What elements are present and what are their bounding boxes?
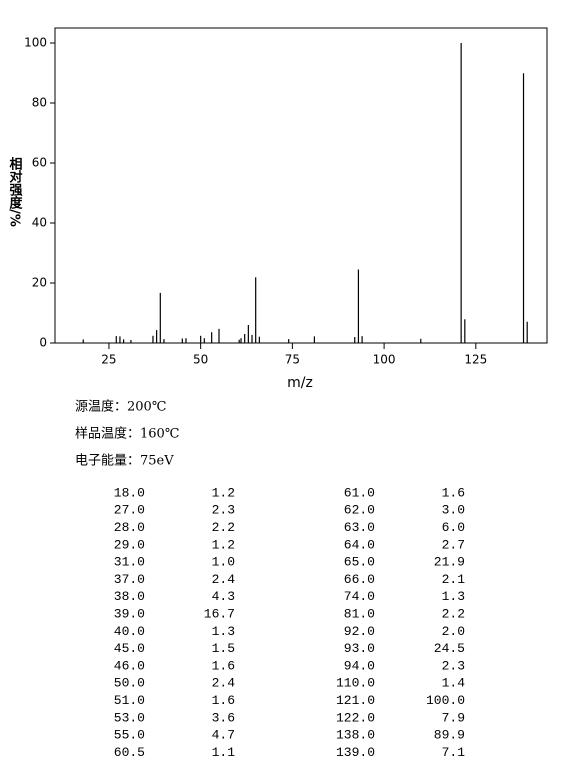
table-cell: 4.3 — [212, 589, 235, 604]
x-tick-label: 75 — [285, 353, 300, 367]
table-cell: 89.9 — [434, 728, 465, 743]
table-cell: 1.1 — [212, 745, 236, 760]
table-cell: 2.2 — [212, 520, 235, 535]
info-line: 样品温度：160℃ — [75, 426, 179, 442]
table-cell: 1.4 — [442, 676, 466, 691]
y-tick-label: 40 — [32, 216, 47, 230]
x-axis-label: m/z — [287, 375, 313, 391]
x-tick-label: 50 — [193, 353, 208, 367]
table-cell: 63.0 — [344, 520, 375, 535]
table-cell: 65.0 — [344, 555, 375, 570]
table-cell: 92.0 — [344, 624, 375, 639]
table-cell: 1.6 — [212, 658, 235, 673]
table-cell: 4.7 — [212, 728, 235, 743]
table-cell: 138.0 — [336, 728, 375, 743]
table-cell: 16.7 — [204, 607, 235, 622]
table-cell: 2.1 — [442, 572, 466, 587]
table-cell: 3.6 — [212, 710, 235, 725]
table-cell: 1.6 — [212, 693, 235, 708]
table-cell: 1.0 — [212, 555, 235, 570]
y-tick-label: 60 — [32, 156, 47, 170]
table-cell: 2.3 — [442, 658, 465, 673]
x-tick-label: 100 — [373, 353, 396, 367]
table-cell: 110.0 — [336, 676, 375, 691]
table-cell: 31.0 — [114, 555, 145, 570]
table-cell: 55.0 — [114, 728, 145, 743]
y-axis-label: 相对强度/% — [7, 157, 23, 227]
table-cell: 29.0 — [114, 537, 145, 552]
info-line: 电子能量：75eV — [75, 454, 174, 469]
table-cell: 2.7 — [442, 537, 465, 552]
y-tick-label: 100 — [24, 36, 47, 50]
info-line: 源温度：200℃ — [75, 399, 166, 415]
y-tick-label: 20 — [32, 276, 47, 290]
table-cell: 28.0 — [114, 520, 145, 535]
y-tick-label: 80 — [32, 96, 47, 110]
table-cell: 74.0 — [344, 589, 375, 604]
table-cell: 27.0 — [114, 503, 145, 518]
table-cell: 2.0 — [442, 624, 465, 639]
table-cell: 93.0 — [344, 641, 375, 656]
table-cell: 139.0 — [336, 745, 375, 760]
table-cell: 50.0 — [114, 676, 145, 691]
table-cell: 6.0 — [442, 520, 465, 535]
table-cell: 61.0 — [344, 485, 375, 500]
table-cell: 45.0 — [114, 641, 145, 656]
table-cell: 39.0 — [114, 607, 145, 622]
table-cell: 46.0 — [114, 658, 145, 673]
table-cell: 1.3 — [212, 624, 235, 639]
table-cell: 37.0 — [114, 572, 145, 587]
table-cell: 7.1 — [442, 745, 466, 760]
table-cell: 2.4 — [212, 676, 236, 691]
x-tick-label: 25 — [101, 353, 116, 367]
table-cell: 66.0 — [344, 572, 375, 587]
table-cell: 1.2 — [212, 537, 235, 552]
table-cell: 62.0 — [344, 503, 375, 518]
table-cell: 60.5 — [114, 745, 145, 760]
table-cell: 94.0 — [344, 658, 375, 673]
table-cell: 3.0 — [442, 503, 465, 518]
table-cell: 1.2 — [212, 485, 235, 500]
x-tick-label: 125 — [464, 353, 487, 367]
table-cell: 21.9 — [434, 555, 465, 570]
y-tick-label: 0 — [39, 336, 47, 350]
table-cell: 40.0 — [114, 624, 145, 639]
table-cell: 7.9 — [442, 710, 465, 725]
table-cell: 122.0 — [336, 710, 375, 725]
table-cell: 38.0 — [114, 589, 145, 604]
table-cell: 100.0 — [426, 693, 465, 708]
plot-frame — [54, 27, 548, 344]
table-cell: 53.0 — [114, 710, 145, 725]
table-cell: 81.0 — [344, 607, 375, 622]
table-cell: 64.0 — [344, 537, 375, 552]
table-cell: 1.6 — [442, 485, 465, 500]
table-cell: 1.5 — [212, 641, 235, 656]
table-cell: 18.0 — [114, 485, 145, 500]
table-cell: 51.0 — [114, 693, 145, 708]
table-cell: 1.3 — [442, 589, 465, 604]
table-cell: 2.4 — [212, 572, 236, 587]
table-cell: 2.2 — [442, 607, 465, 622]
table-cell: 24.5 — [434, 641, 465, 656]
table-cell: 2.3 — [212, 503, 235, 518]
table-cell: 121.0 — [336, 693, 375, 708]
